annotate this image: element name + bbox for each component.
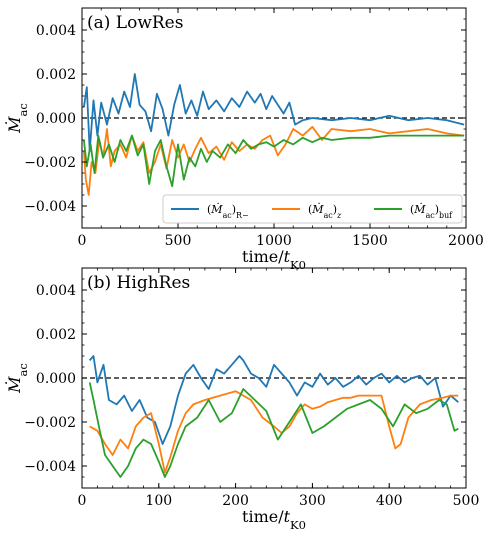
series-line-R-minus — [83, 73, 465, 152]
series-line-z — [89, 390, 459, 474]
y-tick-label: 0.004 — [36, 23, 76, 39]
x-tick-label: 1500 — [352, 233, 388, 249]
y-tick-label: −0.004 — [24, 199, 76, 215]
x-tick-label: 0 — [78, 233, 87, 249]
x-tick-label: 300 — [299, 493, 326, 509]
x-tick-label: 100 — [145, 493, 172, 509]
x-tick-label: 1000 — [256, 233, 292, 249]
y-axis-label: Ṁac — [4, 363, 30, 394]
series-line-buf — [83, 134, 465, 188]
y-tick-label: 0.000 — [36, 371, 76, 387]
y-axis-label: Ṁac — [4, 103, 30, 134]
legend-label-buf: (Ṁac)buf — [410, 202, 453, 220]
y-tick-label: −0.002 — [24, 415, 76, 431]
panel-a: 0 500 1000 1500 2000 −0.004 −0.002 0.000 0.002 0.… — [4, 7, 484, 272]
y-tick-label: 0.002 — [36, 327, 76, 343]
x-tick-label: 0 — [78, 493, 87, 509]
legend-label-R-minus: (Ṁac)R− — [207, 202, 249, 220]
series-line-R-minus — [89, 355, 459, 445]
series-line-z — [83, 125, 465, 196]
series-line-buf — [88, 382, 459, 478]
y-tick-label: 0.002 — [36, 67, 76, 83]
x-tick-label: 500 — [453, 493, 480, 509]
y-tick-label: 0.004 — [36, 283, 76, 299]
panel-label: (a) LowRes — [87, 13, 183, 33]
y-tick-label: −0.002 — [24, 155, 76, 171]
y-tick-label: 0.000 — [36, 111, 76, 127]
panel-label: (b) HighRes — [87, 273, 190, 293]
x-axis-label: time/tK0 — [242, 507, 306, 532]
y-tick-label: −0.004 — [24, 459, 76, 475]
x-tick-label: 400 — [376, 493, 403, 509]
x-tick-label: 200 — [222, 493, 249, 509]
legend-box — [162, 194, 463, 224]
x-tick-label: 500 — [165, 233, 192, 249]
x-tick-label: 2000 — [448, 233, 484, 249]
legend: (Ṁac)R− (Ṁac)z (Ṁac)buf — [162, 194, 463, 224]
panel-b: 0 100 200 300 400 500 −0.004 −0.002 0.000 0.002 0.… — [4, 267, 480, 532]
legend-label-z: (Ṁac)z — [308, 202, 342, 220]
